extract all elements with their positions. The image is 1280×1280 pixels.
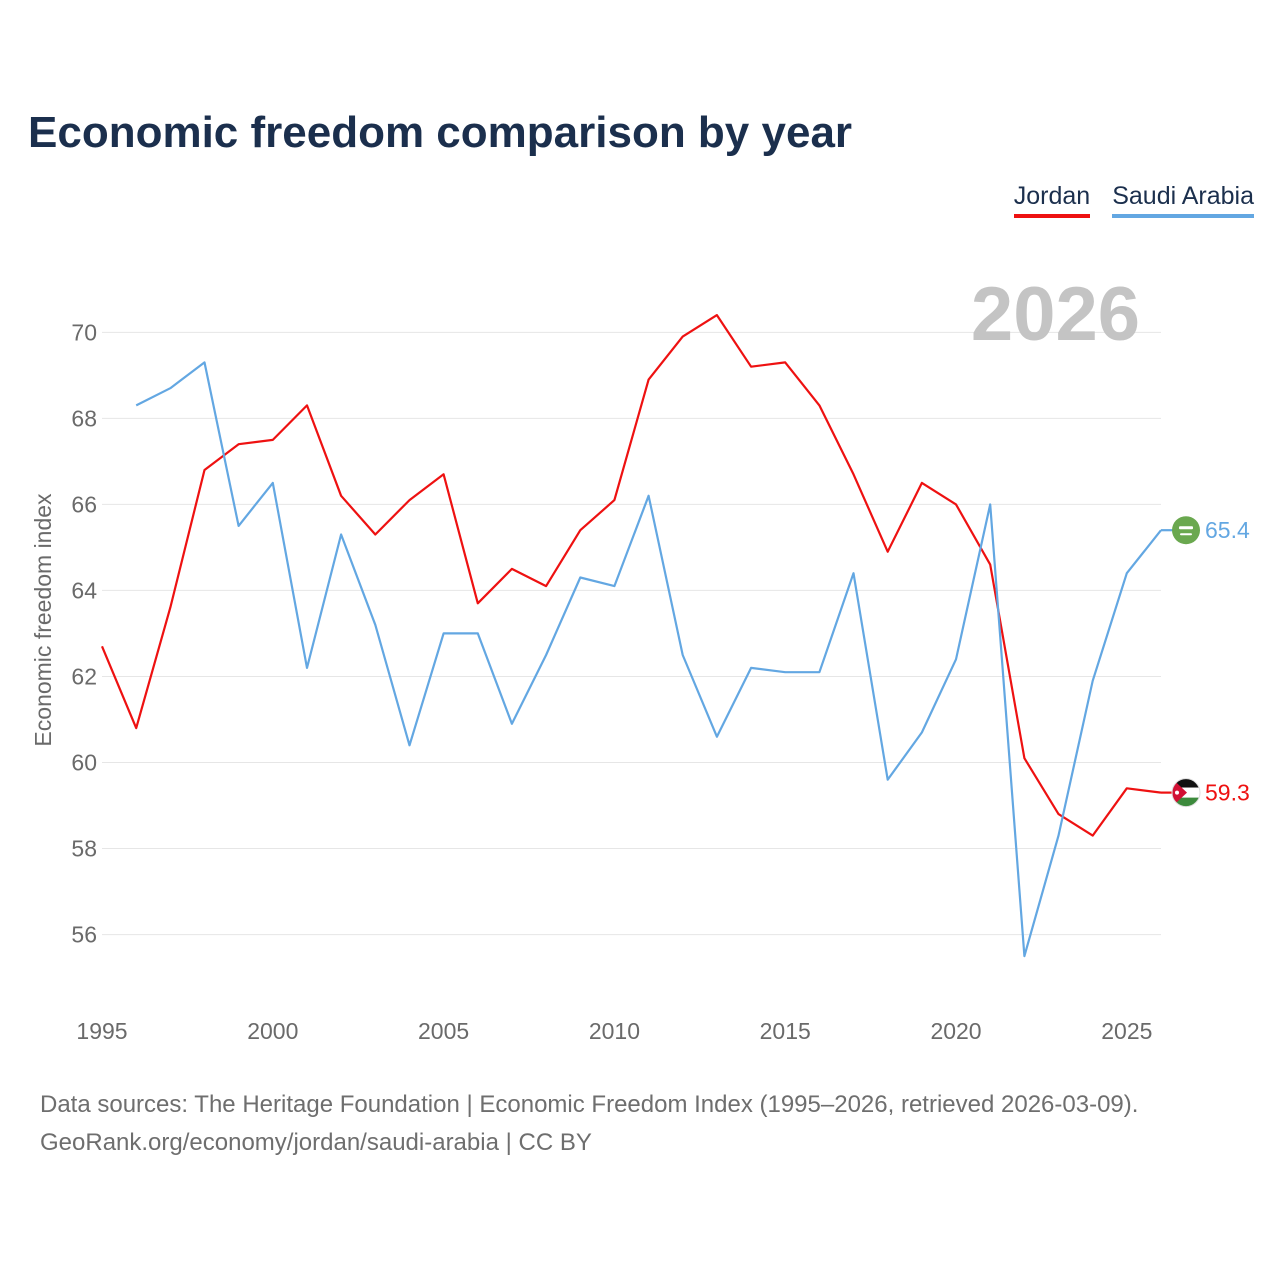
end-labels: 59.3 65.4 — [1161, 516, 1250, 808]
end-value-label-saudi-arabia: 65.4 — [1205, 517, 1250, 543]
series-lines — [100, 314, 1162, 958]
y-tick-label: 64 — [71, 577, 97, 603]
y-tick-label: 56 — [71, 922, 97, 948]
grid-lines — [102, 331, 1161, 936]
end-value-label-jordan: 59.3 — [1205, 780, 1250, 806]
y-axis-label: Economic freedom index — [30, 493, 56, 747]
source-note: Data sources: The Heritage Foundation | … — [40, 1086, 1138, 1162]
source-line-1: Data sources: The Heritage Foundation | … — [40, 1091, 1139, 1118]
x-tick-label: 1995 — [76, 1018, 127, 1044]
source-line-2: GeoRank.org/economy/jordan/saudi-arabia … — [40, 1129, 592, 1156]
saudi-arabia-flag-icon — [1172, 516, 1200, 545]
series-line-saudi-arabia[interactable] — [135, 361, 1162, 958]
x-tick-label: 2025 — [1101, 1018, 1152, 1044]
y-tick-label: 62 — [71, 663, 97, 689]
year-watermark: 2026 — [971, 272, 1140, 357]
legend: Jordan Saudi Arabia — [1013, 182, 1254, 218]
y-tick-label: 66 — [71, 491, 97, 517]
y-tick-label: 58 — [71, 836, 97, 862]
y-axis-ticks: 56 58 60 62 64 66 68 70 — [71, 319, 97, 947]
x-tick-label: 2000 — [247, 1018, 298, 1044]
legend-item-saudi-arabia[interactable]: Saudi Arabia — [1112, 182, 1254, 218]
legend-item-jordan[interactable]: Jordan — [1013, 182, 1091, 218]
series-line-jordan[interactable] — [100, 314, 1162, 837]
jordan-flag-icon — [1171, 778, 1201, 808]
x-axis-ticks: 1995 2000 2005 2010 2015 2020 2025 — [76, 1018, 1152, 1044]
chart-title: Economic freedom comparison by year — [28, 108, 853, 157]
y-tick-label: 60 — [71, 749, 97, 775]
x-tick-label: 2005 — [418, 1018, 469, 1044]
y-tick-label: 68 — [71, 405, 97, 431]
x-tick-label: 2010 — [589, 1018, 640, 1044]
x-tick-label: 2020 — [930, 1018, 981, 1044]
x-tick-label: 2015 — [760, 1018, 811, 1044]
y-tick-label: 70 — [71, 319, 97, 345]
